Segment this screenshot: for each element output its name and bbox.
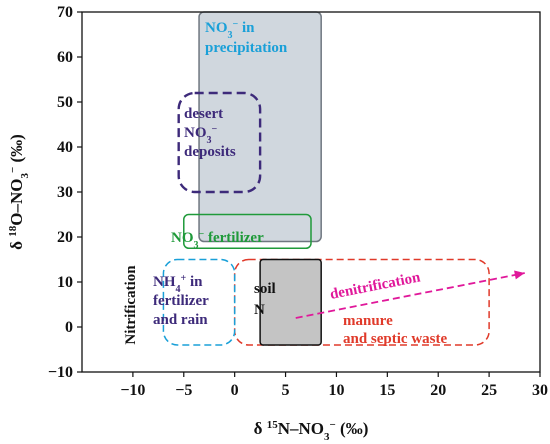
region-ammonium xyxy=(162,258,236,346)
region-label-soil: soil xyxy=(254,281,276,297)
x-tick-label: 30 xyxy=(532,382,548,399)
y-tick-label: 10 xyxy=(57,274,73,291)
y-tick-label: 60 xyxy=(57,49,73,66)
region-label-manure: and septic waste xyxy=(343,331,448,347)
region-label-desert: desert xyxy=(184,106,223,122)
region-fertilizer xyxy=(183,213,312,249)
denitrification-arrow xyxy=(295,272,525,319)
y-tick-label: −10 xyxy=(48,364,73,381)
x-tick-label: 25 xyxy=(481,382,497,399)
region-label-ammonium: and rain xyxy=(153,312,208,328)
x-tick-label: 0 xyxy=(231,382,239,399)
y-tick-label: 50 xyxy=(57,94,73,111)
y-tick-label: 40 xyxy=(57,139,73,156)
y-axis-title: δ 18O–NO3− (‰) xyxy=(7,134,31,250)
region-desert xyxy=(177,91,262,194)
x-tick-label: 20 xyxy=(430,382,446,399)
y-tick-label: 20 xyxy=(57,229,73,246)
region-label-precipitation: precipitation xyxy=(205,40,288,56)
denitrification-arrowhead xyxy=(514,270,525,280)
region-label-manure: manure xyxy=(343,313,393,329)
region-manure xyxy=(233,258,490,346)
x-tick-label: −5 xyxy=(175,382,192,399)
region-soil xyxy=(259,258,322,346)
region-label-desert: NO3− xyxy=(184,124,218,146)
y-tick-label: 0 xyxy=(65,319,73,336)
x-tick-label: 15 xyxy=(379,382,395,399)
denitrification-label: denitrification xyxy=(329,269,423,303)
x-tick-label: 10 xyxy=(328,382,344,399)
region-label-soil: N xyxy=(254,302,265,318)
nitrification-label: Nitrification xyxy=(123,265,139,345)
region-label-ammonium: NH4+ in xyxy=(153,273,203,295)
region-label-fertilizer: NO3− fertilizer xyxy=(171,229,264,251)
y-tick-label: 70 xyxy=(57,4,73,21)
region-label-precipitation: NO3− in xyxy=(205,19,255,41)
x-axis-title: δ 15N–NO3− (‰) xyxy=(254,419,369,443)
y-tick-label: 30 xyxy=(57,184,73,201)
x-tick-label: −10 xyxy=(120,382,145,399)
region-label-desert: deposits xyxy=(184,144,236,160)
x-tick-label: 5 xyxy=(282,382,290,399)
region-label-ammonium: fertilizer xyxy=(153,293,209,309)
